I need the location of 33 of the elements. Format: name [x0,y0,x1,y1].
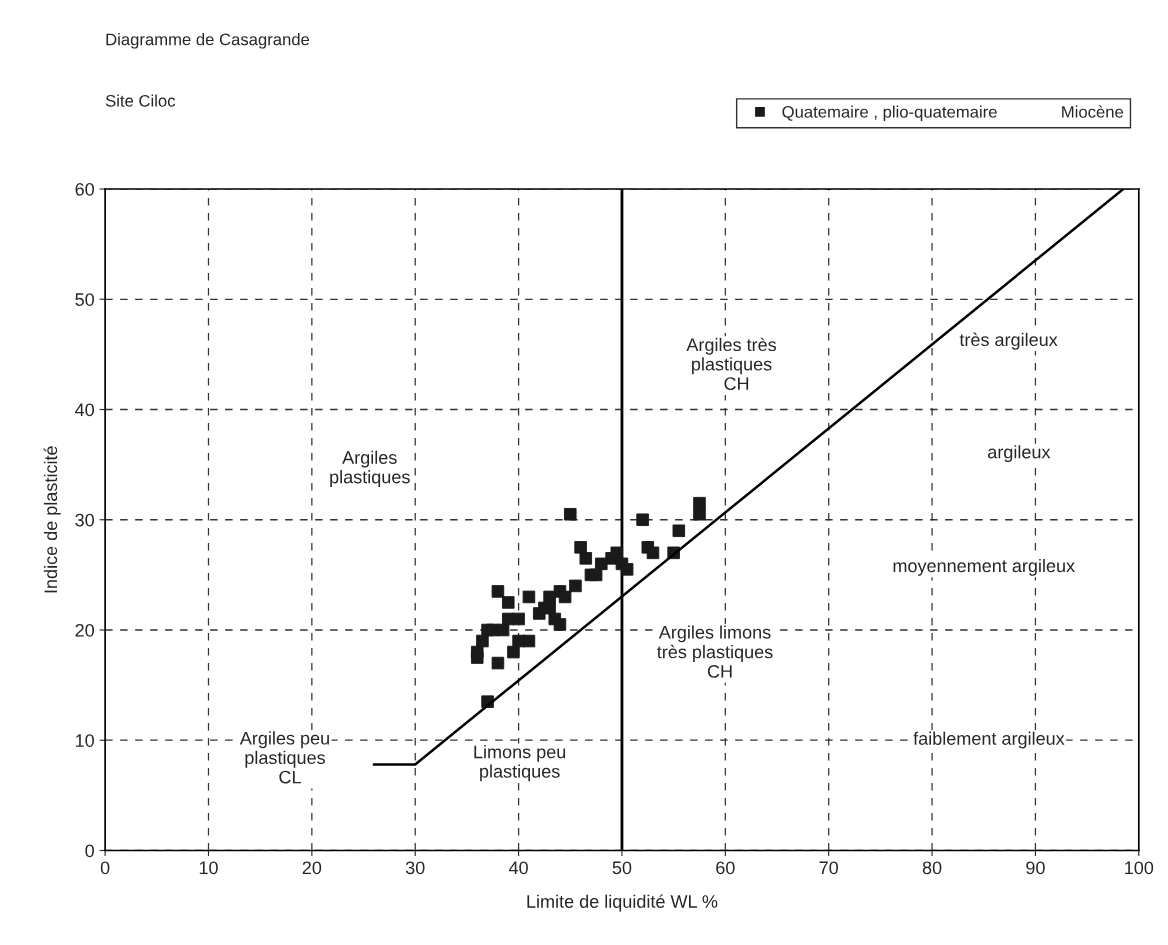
y-tick-label: 60 [75,182,94,196]
x-tick-label: 10 [199,861,218,875]
x-tick-label: 80 [922,861,942,875]
x-tick-label: 40 [508,861,528,875]
y-tick-label: 0 [85,844,94,858]
y-tick-label: 10 [76,734,94,747]
x-tick-label: 60 [716,861,735,875]
x-tick-label: 0 [100,861,110,875]
annotation: très argileux [959,332,1058,350]
x-tick-label: 30 [405,861,425,875]
annotation: moyennement argileux [893,558,1075,576]
y-tick-label: 30 [75,513,94,527]
annotation: Argiles limons très plastiques CH [657,625,773,678]
annotation: Argiles peu plastiques CL [239,731,329,784]
legend-label: Quatemaire , plio-quatemaire [782,105,997,122]
y-axis-title: Indice de plasticité [43,446,61,593]
x-tick-label: 90 [1026,861,1045,875]
x-tick-label: 50 [612,861,632,875]
x-tick-label: 100 [1125,861,1154,875]
annotation: Limons peu plastiques [474,745,566,782]
x-tick-label: 20 [302,861,322,875]
y-tick-label: 20 [75,623,94,637]
y-tick-label: 50 [75,293,94,306]
chart-title: Diagramme de Casagrande [106,33,310,49]
x-tick-label: 70 [819,861,839,875]
chart-subtitle: Site Ciloc [105,94,176,107]
annotation: Argiles plastiques [330,450,410,487]
annotation: argileux [988,445,1051,463]
x-axis-title: Limite de liquidité WL % [527,894,718,912]
y-tick-label: 40 [75,403,94,417]
text: Miocène [1062,105,1124,118]
annotation: faiblement argileux [913,731,1065,749]
annotation: Argiles très plastiques CH [686,337,777,391]
